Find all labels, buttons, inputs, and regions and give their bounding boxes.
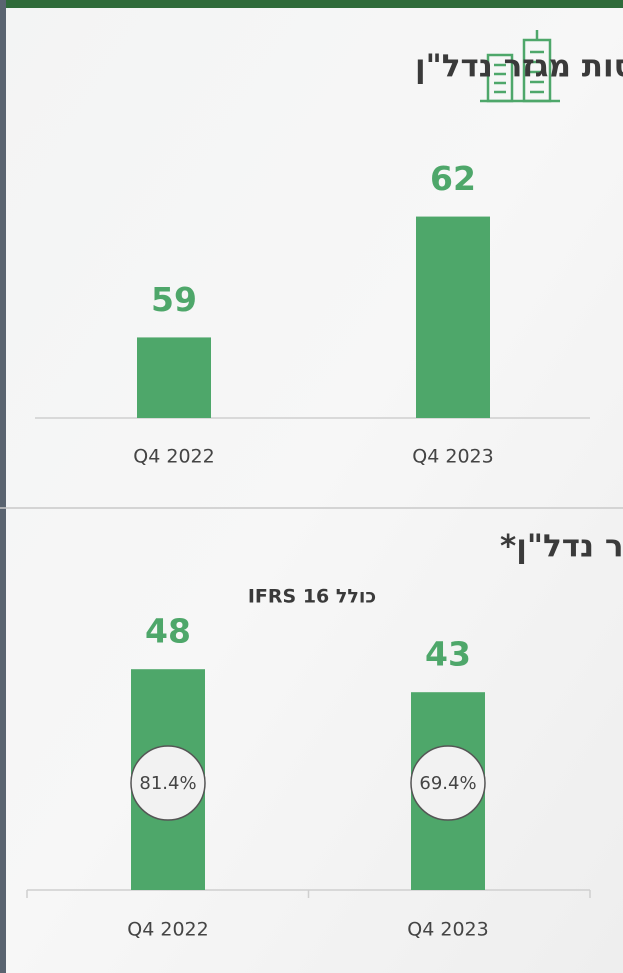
- top-band: [0, 0, 623, 8]
- x-tick-label: Q4 2022: [127, 919, 208, 941]
- margin-label: 69.4%: [419, 773, 476, 794]
- bar: [137, 337, 211, 418]
- value-label: 48: [145, 612, 191, 651]
- buildings-icon: [480, 30, 560, 103]
- value-label: 59: [151, 280, 197, 319]
- chart-subtitle: כולל IFRS 16: [248, 586, 376, 608]
- x-tick-label: Q4 2022: [133, 446, 214, 468]
- chart-title: הכנסות מגזר נדל"ן: [415, 49, 623, 85]
- margin-badge: [130, 745, 206, 821]
- x-tick-label: Q4 2023: [407, 919, 488, 941]
- left-edge: [0, 0, 6, 973]
- chart-title: רווח תפעולי מגזר נדל"ן*: [500, 529, 623, 565]
- value-label: 43: [425, 635, 471, 674]
- margin-label: 81.4%: [139, 773, 196, 794]
- x-tick-label: Q4 2023: [412, 446, 493, 468]
- margin-badge: [410, 745, 486, 821]
- value-label: 62: [430, 159, 476, 198]
- bar: [416, 216, 490, 418]
